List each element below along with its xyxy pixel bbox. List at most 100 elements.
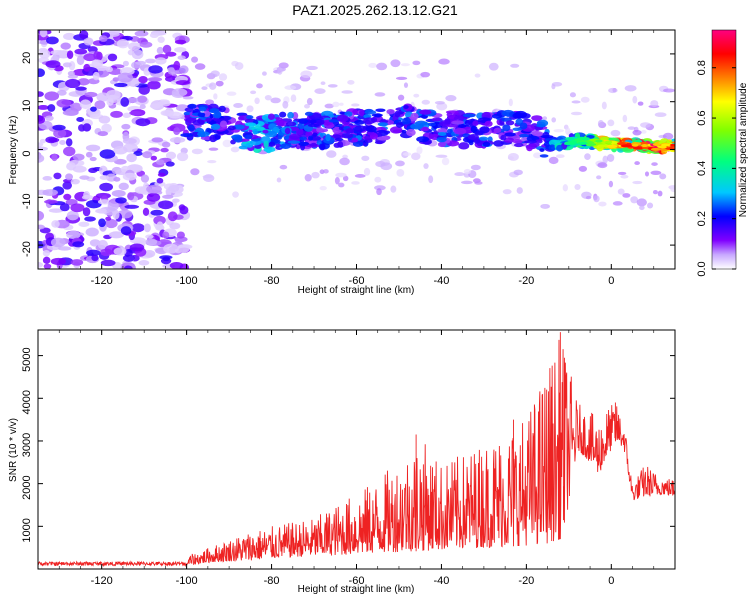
spectrogram-cell xyxy=(564,137,574,141)
spectrogram-cell xyxy=(341,133,354,139)
spectrogram-cell xyxy=(175,237,183,244)
spectrogram-cell xyxy=(342,175,349,182)
spectrogram-cell xyxy=(441,157,450,166)
spectrogram-cell xyxy=(437,141,447,148)
spectrogram-cell xyxy=(482,141,491,147)
spectrogram-cell xyxy=(155,57,167,65)
spectrogram-cell xyxy=(338,182,345,188)
spectrogram-cell xyxy=(311,171,320,179)
spectrogram-cell xyxy=(437,132,447,136)
spectrogram-cell xyxy=(89,156,97,162)
spectrogram-cell xyxy=(83,63,91,72)
spectrogram-cell xyxy=(601,101,607,110)
spectrogram-cell xyxy=(129,243,145,252)
spectrogram-cell xyxy=(202,175,213,179)
spectrogram-cell xyxy=(97,208,107,214)
spectrogram-cell xyxy=(334,137,344,142)
spectrogram-cell xyxy=(38,146,48,151)
spectrogram-cell xyxy=(178,204,186,211)
spectrogram-cell xyxy=(60,42,71,50)
spectrogram-cell xyxy=(650,147,661,151)
spectrogram-cell xyxy=(173,127,181,136)
spectrogram-cell xyxy=(657,190,663,197)
spectrogram-cell xyxy=(531,115,543,121)
spectrogram-cell xyxy=(397,94,405,101)
spectrogram-cell xyxy=(150,155,157,161)
spectrogram-cell xyxy=(218,73,228,81)
spectrogram-cell xyxy=(123,143,138,153)
spectrogram-cell xyxy=(279,164,288,170)
spectrogram-cell xyxy=(307,123,320,128)
colorbar-tick-label: 0.4 xyxy=(696,161,708,176)
spectrogram-cell xyxy=(99,35,108,42)
spectrogram-cell xyxy=(122,60,129,67)
spectrogram-cell xyxy=(72,241,85,248)
spectrogram-cell xyxy=(162,231,170,239)
spectrogram-cell xyxy=(187,103,197,109)
spectrogram-cell xyxy=(50,49,66,55)
spectrogram-cell xyxy=(569,92,576,98)
spectrogram-cell xyxy=(148,65,163,74)
spectrogram-cell xyxy=(275,143,282,148)
spectrogram-cell xyxy=(88,167,98,174)
spectrogram-cell xyxy=(63,32,76,41)
spectrogram-cell xyxy=(533,152,542,159)
spectrogram-cell xyxy=(63,146,76,157)
spectrogram-cell xyxy=(564,141,577,145)
spectrogram-cell xyxy=(403,82,409,88)
spectrogram-cell xyxy=(352,141,364,147)
spectrogram-cell xyxy=(632,146,645,150)
spectrogram-cell xyxy=(436,102,448,111)
spectrogram-cell xyxy=(107,53,118,62)
spectrogram-cell xyxy=(131,61,142,69)
spectrogram-cell xyxy=(375,108,386,112)
spectrogram-cell xyxy=(38,68,45,77)
spectrogram-cell xyxy=(458,142,470,150)
spectrogram-cell xyxy=(277,67,283,75)
spectrogram-cell xyxy=(597,162,608,169)
spectrogram-cell xyxy=(639,205,645,211)
spectrogram-cell xyxy=(192,119,205,126)
spectrogram-cell xyxy=(106,89,121,100)
spectrogram-cell xyxy=(233,103,243,109)
spectrogram-cell xyxy=(65,78,81,89)
spectrogram-cell xyxy=(661,143,671,147)
spectrogram-cell xyxy=(573,138,583,142)
spectrogram-cell xyxy=(345,128,355,134)
spectrogram-cell xyxy=(147,80,161,90)
spectrogram-cell xyxy=(395,160,405,167)
spectrogram-cell xyxy=(617,171,627,175)
spectrogram-cell xyxy=(157,36,165,43)
y-tick-label: -10 xyxy=(21,193,33,209)
spectrogram-cell xyxy=(38,210,45,221)
spectrogram-cell xyxy=(374,185,386,191)
spectrogram-cell xyxy=(82,123,92,132)
spectrogram-cell xyxy=(622,114,628,123)
spectrogram-cell xyxy=(438,58,450,65)
spectrogram-cell xyxy=(139,104,146,110)
spectrogram-cell xyxy=(371,113,383,117)
spectrogram-cell xyxy=(153,215,166,225)
x-tick-label: -20 xyxy=(518,275,534,287)
spectrogram-cell xyxy=(284,85,297,90)
spectrogram-cell xyxy=(162,44,172,54)
spectrogram-cell xyxy=(339,102,344,106)
spectrogram-cell xyxy=(519,122,528,130)
spectrogram-cell xyxy=(197,131,210,137)
spectrogram-cell xyxy=(56,98,72,108)
spectrogram-cell xyxy=(53,172,62,180)
x-tick-label: -40 xyxy=(433,275,449,287)
spectrogram-cell xyxy=(531,131,544,137)
spectrogram-cell xyxy=(113,247,127,256)
spectrogram-cell xyxy=(97,199,112,205)
spectrogram-cell xyxy=(400,63,411,67)
spectrogram-cell xyxy=(446,124,459,128)
spectrogram-cell xyxy=(135,118,151,127)
spectrogram-cell xyxy=(570,111,583,116)
spectrogram-cell xyxy=(478,136,489,141)
spectrogram-cell xyxy=(62,181,72,190)
spectrogram-cell xyxy=(428,175,434,184)
spectrogram-cell xyxy=(45,115,54,121)
spectrogram-cell xyxy=(516,187,523,194)
spectrogram-cell xyxy=(62,62,72,68)
